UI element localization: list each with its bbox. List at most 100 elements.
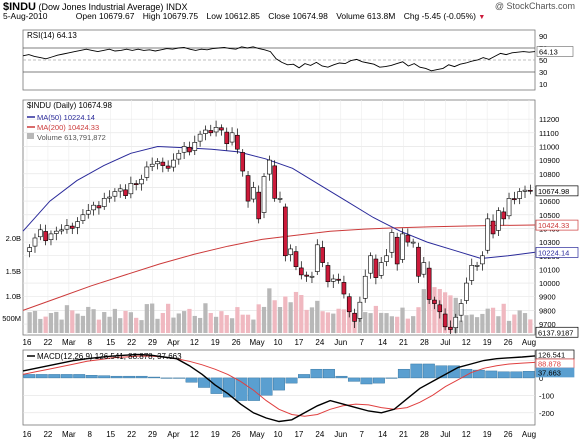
candle-body — [336, 278, 341, 281]
macd-date-label: 17 — [294, 430, 303, 439]
price-date-label: 15 — [106, 338, 115, 347]
macd-histogram-bar — [422, 363, 435, 379]
chart-header: $INDU (Dow Jones Industrial Average) IND… — [3, 0, 577, 22]
candle-body — [506, 198, 512, 217]
macd-histogram-bar — [447, 365, 460, 379]
macd-histogram-bar — [485, 370, 498, 379]
candle-body — [96, 205, 102, 209]
volume-bar — [432, 287, 437, 333]
macd-histogram-bar — [497, 371, 510, 379]
volume-bar — [389, 316, 394, 333]
ma50-legend-label: MA(50) 10224.14 — [37, 113, 95, 122]
price-date-label: 21 — [399, 338, 408, 347]
candle-body — [251, 187, 256, 200]
candle-body — [91, 204, 96, 211]
macd-value-label: 37.663 — [538, 369, 561, 378]
candle-body — [421, 262, 427, 275]
price-value-box — [535, 247, 579, 258]
volume-bar — [512, 314, 517, 333]
rsi-tick-label: 30 — [539, 68, 547, 77]
candle-body — [330, 278, 336, 282]
macd-title: MACD(12,26,9) 126.541, 88.878, 37.663 — [37, 352, 182, 361]
low-label: Low — [206, 11, 223, 21]
volume-label: Volume — [336, 11, 365, 21]
candle-body — [394, 236, 400, 265]
candle-body — [53, 230, 59, 234]
candle-body — [261, 176, 267, 213]
volume-bar — [458, 320, 464, 333]
macd-date-label: 21 — [399, 430, 408, 439]
candle-body — [117, 188, 123, 192]
macd-histogram-bar — [48, 374, 61, 379]
price-value-box — [535, 185, 579, 197]
macd-date-label: 22 — [43, 430, 52, 439]
volume-axis-label: 1.5B — [6, 267, 21, 276]
macd-date-label: Jul — [440, 430, 450, 439]
rsi-value-box — [536, 46, 574, 57]
candle-body — [187, 146, 192, 153]
volume-bar — [256, 304, 261, 333]
macd-histogram-bar — [110, 375, 123, 379]
volume-bar — [288, 302, 293, 333]
price-value-box — [535, 326, 579, 338]
candle-body — [165, 165, 171, 169]
volume-bar — [357, 313, 363, 333]
candle-body — [410, 241, 416, 244]
price-date-label: 26 — [504, 338, 513, 347]
volume-bar — [75, 313, 80, 333]
candle-body — [283, 206, 288, 257]
candle-body — [43, 231, 48, 242]
candle-body — [59, 229, 64, 232]
macd-histogram-bar — [160, 377, 173, 379]
candle-body — [160, 161, 166, 166]
volume-bar — [411, 316, 416, 333]
price-tick-label: 11100 — [539, 129, 559, 138]
volume-bar — [208, 312, 213, 333]
volume-bar — [293, 291, 299, 333]
exchange: INDX — [165, 2, 188, 12]
price-tick-label: 10300 — [539, 238, 560, 247]
watermark: @ StockCharts.com — [494, 1, 575, 11]
candle-body — [512, 198, 517, 201]
price-date-label: 12 — [190, 338, 199, 347]
price-value-label: 10424.33 — [538, 221, 569, 230]
candle-body — [501, 211, 507, 220]
rsi-tick-label: 50 — [539, 56, 547, 65]
price-date-label: 29 — [148, 338, 157, 347]
macd-histogram-bar — [223, 377, 235, 398]
candle-body — [496, 210, 501, 231]
candle-body — [352, 312, 357, 322]
price-date-label: 12 — [462, 338, 471, 347]
macd-histogram-bar — [260, 377, 273, 396]
volume-bar — [59, 319, 64, 333]
ma200-legend-label: MA(200) 10424.33 — [37, 123, 99, 132]
macd-date-label: 12 — [462, 430, 471, 439]
volume-bar — [160, 313, 165, 333]
change-value: -5.45 (-0.05%) — [421, 11, 476, 21]
candle-body — [469, 265, 475, 281]
volume-bar — [315, 300, 320, 333]
candle-body — [69, 225, 75, 229]
volume-bar — [347, 303, 352, 333]
volume-bar — [421, 289, 426, 333]
volume-bar — [368, 313, 373, 333]
candle-body — [362, 275, 368, 299]
macd-histogram-bar — [273, 377, 285, 391]
macd-histogram-bar — [98, 375, 111, 379]
volume-bar — [416, 307, 421, 333]
macd-date-label: 22 — [127, 430, 136, 439]
price-value-label: 10674.98 — [538, 187, 569, 196]
price-date-label: 24 — [315, 338, 324, 347]
price-date-label: 28 — [420, 338, 429, 347]
macd-date-label: 7 — [359, 430, 364, 439]
change-label: Chg — [403, 11, 420, 21]
price-date-label: Aug — [522, 338, 536, 347]
macd-date-label: 8 — [88, 430, 93, 439]
volume-bar — [107, 316, 112, 333]
price-value-label: 6137.9187 — [538, 328, 573, 337]
volume-bar — [187, 308, 192, 333]
candle-body — [267, 159, 272, 175]
candle-body — [32, 237, 38, 247]
candle-body — [213, 127, 219, 133]
